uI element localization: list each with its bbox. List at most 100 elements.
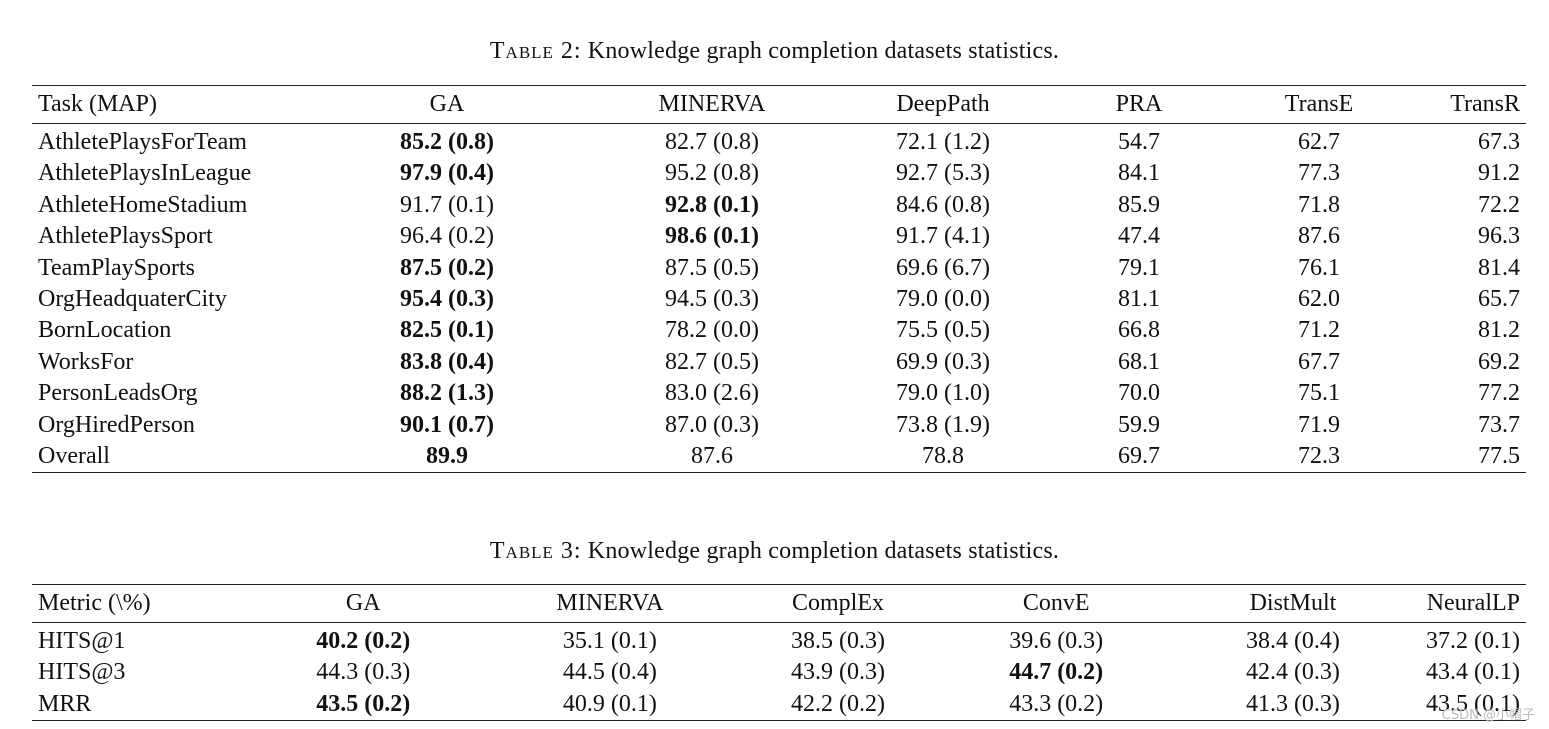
table2-caption-text: Knowledge graph completion datasets stat… [581,38,1060,64]
value-cell: 91.7 (0.1) [400,191,494,218]
row-label-cell: HITS@3 [38,659,126,686]
value-cell: 87.5 (0.2) [400,254,494,281]
value-cell: 85.2 (0.8) [400,129,494,155]
table-row: WorksFor 83.8 (0.4) 82.7 (0.5) 69.9 (0.3) 68… [32,347,1526,378]
table-row: TeamPlaySports 87.5 (0.2) 87.5 (0.5) 69.6 (… [32,253,1526,284]
row-label-cell: AthletePlaysSport [38,223,213,250]
value-cell: 87.6 [691,443,733,470]
value-cell: 82.7 (0.5) [665,348,759,375]
value-cell: 81.4 [1478,254,1520,281]
value-cell: 44.3 (0.3) [316,659,411,686]
value-cell: 42.4 (0.3) [1245,659,1340,686]
value-cell: 81.2 [1478,317,1520,344]
value-cell: 38.4 (0.4) [1245,628,1340,654]
row-label-cell: AthletePlaysInLeague [38,160,252,187]
table3-header-ga: GA [345,590,381,616]
value-cell: 41.3 (0.3) [1245,690,1340,717]
value-cell: 43.3 (0.2) [1009,690,1104,717]
value-cell: 82.5 (0.1) [400,317,494,344]
value-cell: 69.7 [1118,443,1160,470]
value-cell: 69.6 (6.7) [896,254,990,281]
value-cell: 43.4 (0.1) [1426,659,1520,686]
value-cell: 39.6 (0.3) [1009,628,1104,654]
table2-header-transe: TransE [1284,91,1354,117]
value-cell: 88.2 (1.3) [400,380,494,407]
value-cell: 65.7 [1478,286,1520,313]
row-label-cell: HITS@1 [38,628,126,654]
table3-header-minerva: MINERVA [556,590,664,616]
value-cell: 66.8 [1118,317,1160,344]
table-row: BornLocation 82.5 (0.1) 78.2 (0.0) 75.5 (0.… [32,315,1526,346]
value-cell: 35.1 (0.1) [562,628,657,654]
value-cell: 43.5 (0.2) [316,690,411,717]
value-cell: 62.0 [1298,286,1340,313]
table-row: AthletePlaysForTeam 85.2 (0.8) 82.7 (0.8) 7… [32,124,1526,159]
value-cell: 40.9 (0.1) [562,690,657,717]
table-row: MRR 43.5 (0.2) 40.9 (0.1) 42.2 (0.2) 43.3 (0… [32,689,1526,721]
value-cell: 43.9 (0.3) [791,659,885,686]
value-cell: 92.8 (0.1) [665,191,759,218]
value-cell: 72.1 (1.2) [896,129,990,155]
row-label-cell: PersonLeadsOrg [38,380,198,407]
value-cell: 72.3 [1298,443,1340,470]
value-cell: 85.9 [1118,191,1160,218]
value-cell: 70.0 [1118,380,1160,407]
table-row: HITS@1 40.2 (0.2) 35.1 (0.1) 38.5 (0.3) 39.6… [32,623,1526,658]
table2-header-pra: PRA [1115,91,1163,117]
table3: Metric (\%) GA MINERVA ComplEx ConvE Dis… [32,584,1526,721]
value-cell: 71.2 [1298,317,1340,344]
value-cell: 67.3 [1478,129,1520,155]
table2-header-transr: TransR [1450,91,1520,117]
value-cell: 54.7 [1118,129,1160,155]
value-cell: 77.2 [1478,380,1520,407]
value-cell: 82.7 (0.8) [665,129,759,155]
value-cell: 91.7 (4.1) [896,223,990,250]
table3-caption: Table 3: Knowledge graph completion data… [0,538,1549,565]
value-cell: 83.8 (0.4) [400,348,494,375]
value-cell: 91.2 [1478,160,1520,187]
value-cell: 40.2 (0.2) [316,628,411,654]
value-cell: 98.6 (0.1) [665,223,759,250]
table3-header-distmult: DistMult [1249,590,1337,616]
value-cell: 71.9 [1298,411,1340,438]
table3-header-conve: ConvE [1022,590,1090,616]
value-cell: 89.9 [426,443,468,470]
value-cell: 68.1 [1118,348,1160,375]
row-label-cell: AthletePlaysForTeam [38,129,247,155]
value-cell: 79.0 (1.0) [896,380,990,407]
value-cell: 42.2 (0.2) [791,690,885,717]
value-cell: 62.7 [1298,129,1340,155]
value-cell: 96.3 [1478,223,1520,250]
value-cell: 78.8 [922,443,964,470]
value-cell: 47.4 [1118,223,1160,250]
value-cell: 76.1 [1298,254,1340,281]
table2-header-task: Task (MAP) [38,91,157,117]
value-cell: 75.1 [1298,380,1340,407]
value-cell: 44.5 (0.4) [562,659,657,686]
row-label-cell: OrgHeadquaterCity [38,286,227,313]
value-cell: 84.1 [1118,160,1160,187]
table-row: OrgHiredPerson 90.1 (0.7) 87.0 (0.3) 73.8 (… [32,410,1526,441]
value-cell: 44.7 (0.2) [1009,659,1104,686]
table3-header-metric: Metric (\%) [38,590,151,616]
value-cell: 87.6 [1298,223,1340,250]
row-label-cell: OrgHiredPerson [38,411,195,438]
row-label-cell: AthleteHomeStadium [38,191,248,218]
table3-header-complex: ComplEx [792,590,885,616]
value-cell: 75.5 (0.5) [896,317,990,344]
table2-body: AthletePlaysForTeam 85.2 (0.8) 82.7 (0.8) 7… [32,124,1526,473]
value-cell: 96.4 (0.2) [400,223,494,250]
table2-header-minerva: MINERVA [658,91,766,117]
table2-caption-label: Table 2: [489,38,582,64]
table3-body: HITS@1 40.2 (0.2) 35.1 (0.1) 38.5 (0.3) 39.6… [32,623,1526,721]
row-label-cell: Overall [38,443,110,470]
value-cell: 78.2 (0.0) [665,317,759,344]
table-row: OrgHeadquaterCity 95.4 (0.3) 94.5 (0.3) 79.… [32,284,1526,315]
value-cell: 84.6 (0.8) [896,191,990,218]
table2-header-row: Task (MAP) GA MINERVA DeepPath PRA Trans… [32,85,1526,124]
value-cell: 71.8 [1298,191,1340,218]
value-cell: 37.2 (0.1) [1426,628,1520,654]
value-cell: 77.5 [1478,443,1520,470]
table3-header-row: Metric (\%) GA MINERVA ComplEx ConvE Dis… [32,584,1526,623]
table-row: PersonLeadsOrg 88.2 (1.3) 83.0 (2.6) 79.0 (… [32,378,1526,409]
